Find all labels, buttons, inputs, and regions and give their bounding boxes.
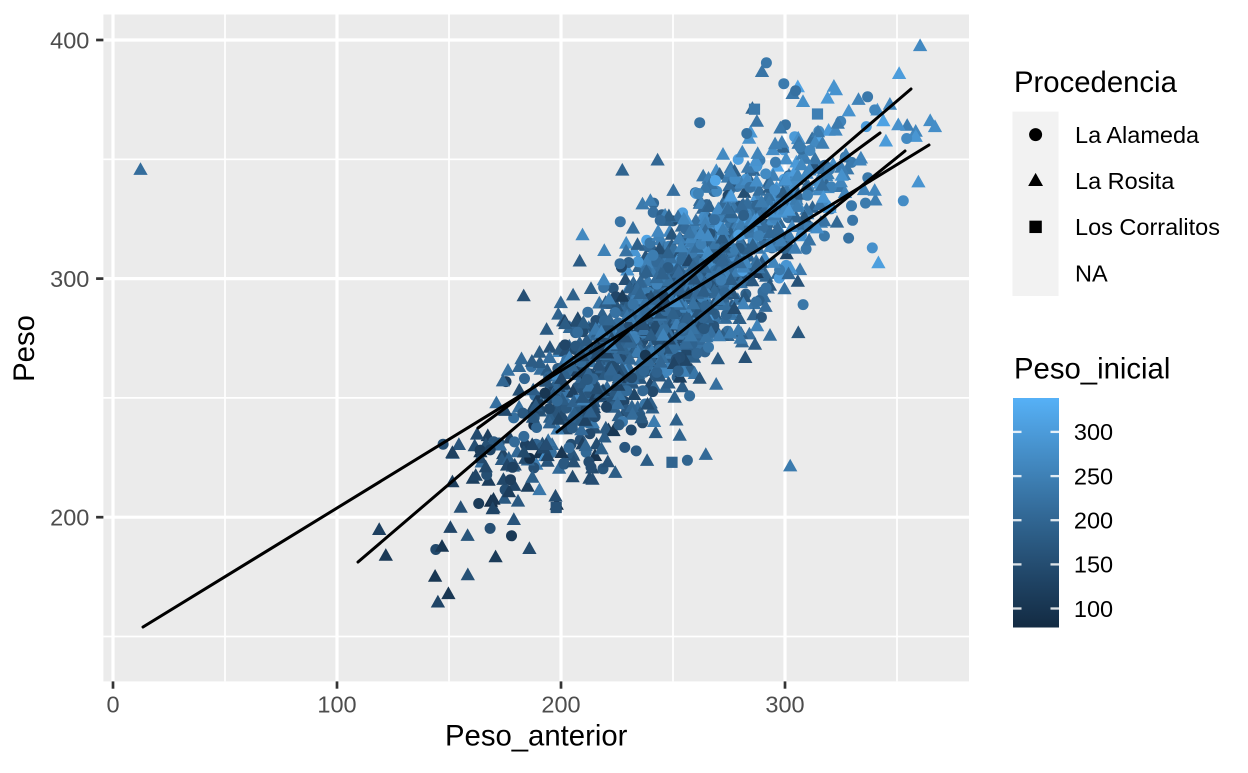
svg-text:300: 300 [1074, 419, 1113, 445]
svg-text:250: 250 [1074, 463, 1113, 489]
svg-text:0: 0 [106, 692, 119, 718]
svg-text:200: 200 [1074, 508, 1113, 534]
svg-text:Procedencia: Procedencia [1014, 66, 1178, 99]
svg-text:Peso_inicial: Peso_inicial [1014, 352, 1170, 385]
svg-text:Los Corralitos: Los Corralitos [1075, 214, 1220, 240]
svg-text:150: 150 [1074, 552, 1113, 578]
svg-text:100: 100 [317, 692, 356, 718]
svg-text:300: 300 [765, 692, 804, 718]
svg-text:100: 100 [1074, 596, 1113, 622]
svg-text:NA: NA [1075, 260, 1108, 286]
svg-text:Peso: Peso [8, 315, 41, 382]
svg-text:La Alameda: La Alameda [1075, 122, 1200, 148]
svg-text:400: 400 [50, 27, 89, 53]
svg-text:200: 200 [541, 692, 580, 718]
svg-text:300: 300 [50, 266, 89, 292]
svg-text:Peso_anterior: Peso_anterior [445, 720, 628, 753]
svg-text:La Rosita: La Rosita [1075, 168, 1175, 194]
svg-text:200: 200 [50, 505, 89, 531]
